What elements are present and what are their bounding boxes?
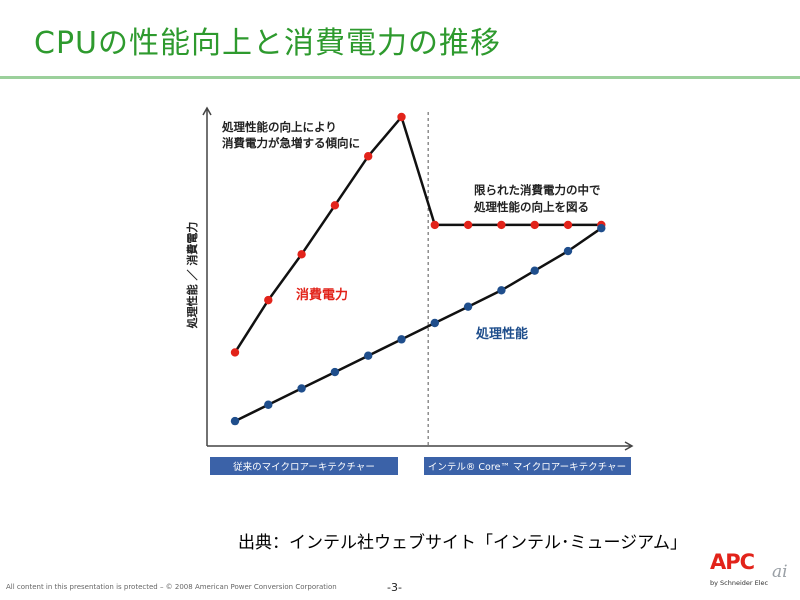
- series-line-performance: [234, 227, 603, 423]
- power-point: [364, 152, 373, 161]
- power-point: [297, 250, 306, 259]
- page-number: -3-: [387, 581, 402, 594]
- chart-labels: 処理性能 ／ 消費電力消費電力処理性能 処理性能の向上により消費電力が急増する傾向…: [185, 120, 626, 473]
- power-point: [397, 112, 406, 122]
- power-point: [264, 295, 273, 305]
- power-point: [530, 220, 539, 230]
- annotation-line: 消費電力が急増する傾向に: [222, 136, 360, 150]
- power-series-label: 消費電力: [296, 287, 348, 303]
- y-axis-label: 処理性能 ／ 消費電力: [185, 222, 199, 330]
- power-point: [563, 220, 573, 230]
- chart-axes: [202, 106, 634, 475]
- power-point: [330, 201, 340, 210]
- series-line-power: [233, 114, 602, 354]
- performance-point: [530, 266, 539, 275]
- performance-series-label: 処理性能: [475, 326, 528, 342]
- title-divider: [0, 76, 800, 79]
- annotation-line: 限られた消費電力の中で: [474, 183, 601, 197]
- performance-point: [497, 286, 506, 295]
- performance-point: [563, 246, 573, 256]
- performance-point: [230, 416, 240, 426]
- performance-point: [330, 367, 340, 377]
- x-axis-arrow: [624, 441, 634, 451]
- performance-point: [297, 384, 306, 393]
- performance-point: [397, 335, 406, 344]
- power-point: [430, 220, 439, 230]
- power-point: [230, 348, 240, 357]
- era-band-legacy: [210, 457, 398, 475]
- performance-point: [364, 351, 373, 360]
- copyright-footer: All content in this presentation is prot…: [6, 583, 337, 591]
- logo-ai-mark: ai: [772, 562, 788, 582]
- performance-point: [430, 318, 439, 328]
- annotation-line: 処理性能の向上を図る: [473, 200, 589, 214]
- performance-point: [597, 223, 606, 233]
- logo-mark: APC: [710, 550, 755, 574]
- era-band-core: [424, 457, 631, 475]
- series-lines: [233, 114, 603, 423]
- era-label-legacy: 従来のマイクロアーキテクチャー: [233, 461, 375, 473]
- performance-point: [463, 302, 473, 311]
- slide-title: CPUの性能向上と消費電力の推移: [34, 26, 501, 61]
- y-axis-arrow: [202, 106, 212, 116]
- logo-subtitle: by Schneider Elec: [710, 579, 769, 587]
- performance-point: [264, 400, 273, 409]
- annotation-line: 処理性能の向上により: [221, 120, 337, 134]
- power-point: [463, 220, 473, 230]
- source-caption: 出典：インテル社ウェブサイト「インテル･ミュージアム」: [238, 533, 687, 553]
- power-point: [497, 220, 506, 230]
- era-label-core: インテル® Core™ マイクロアーキテクチャー: [428, 462, 626, 473]
- series-markers: [230, 112, 606, 426]
- apc-logo: APC by Schneider Elec ai: [708, 550, 796, 598]
